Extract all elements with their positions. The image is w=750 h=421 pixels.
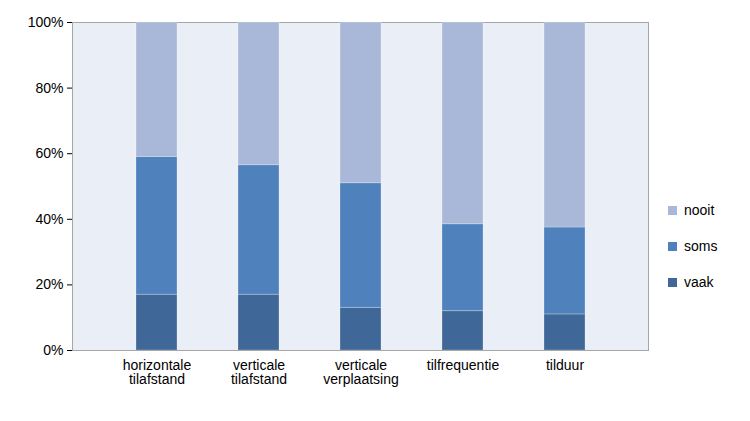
svg-text:80%: 80% xyxy=(35,80,63,96)
svg-text:horizontaletilafstand: horizontaletilafstand xyxy=(123,357,192,387)
svg-text:0%: 0% xyxy=(43,342,63,358)
html-text:vaak: vaak xyxy=(684,274,714,290)
svg-text:40%: 40% xyxy=(35,211,63,227)
svg-text:tilfrequentie: tilfrequentie xyxy=(427,357,500,373)
svg-text:20%: 20% xyxy=(35,276,63,292)
svg-text:verticaleverplaatsing: verticaleverplaatsing xyxy=(323,357,399,387)
svg-text:100%: 100% xyxy=(28,14,64,30)
html-text:soms: soms xyxy=(684,238,718,254)
svg-text:verticaletilafstand: verticaletilafstand xyxy=(231,357,287,387)
html-text:nooit: nooit xyxy=(684,202,715,218)
svg-text:tilduur: tilduur xyxy=(546,357,584,373)
svg-text:60%: 60% xyxy=(35,145,63,161)
